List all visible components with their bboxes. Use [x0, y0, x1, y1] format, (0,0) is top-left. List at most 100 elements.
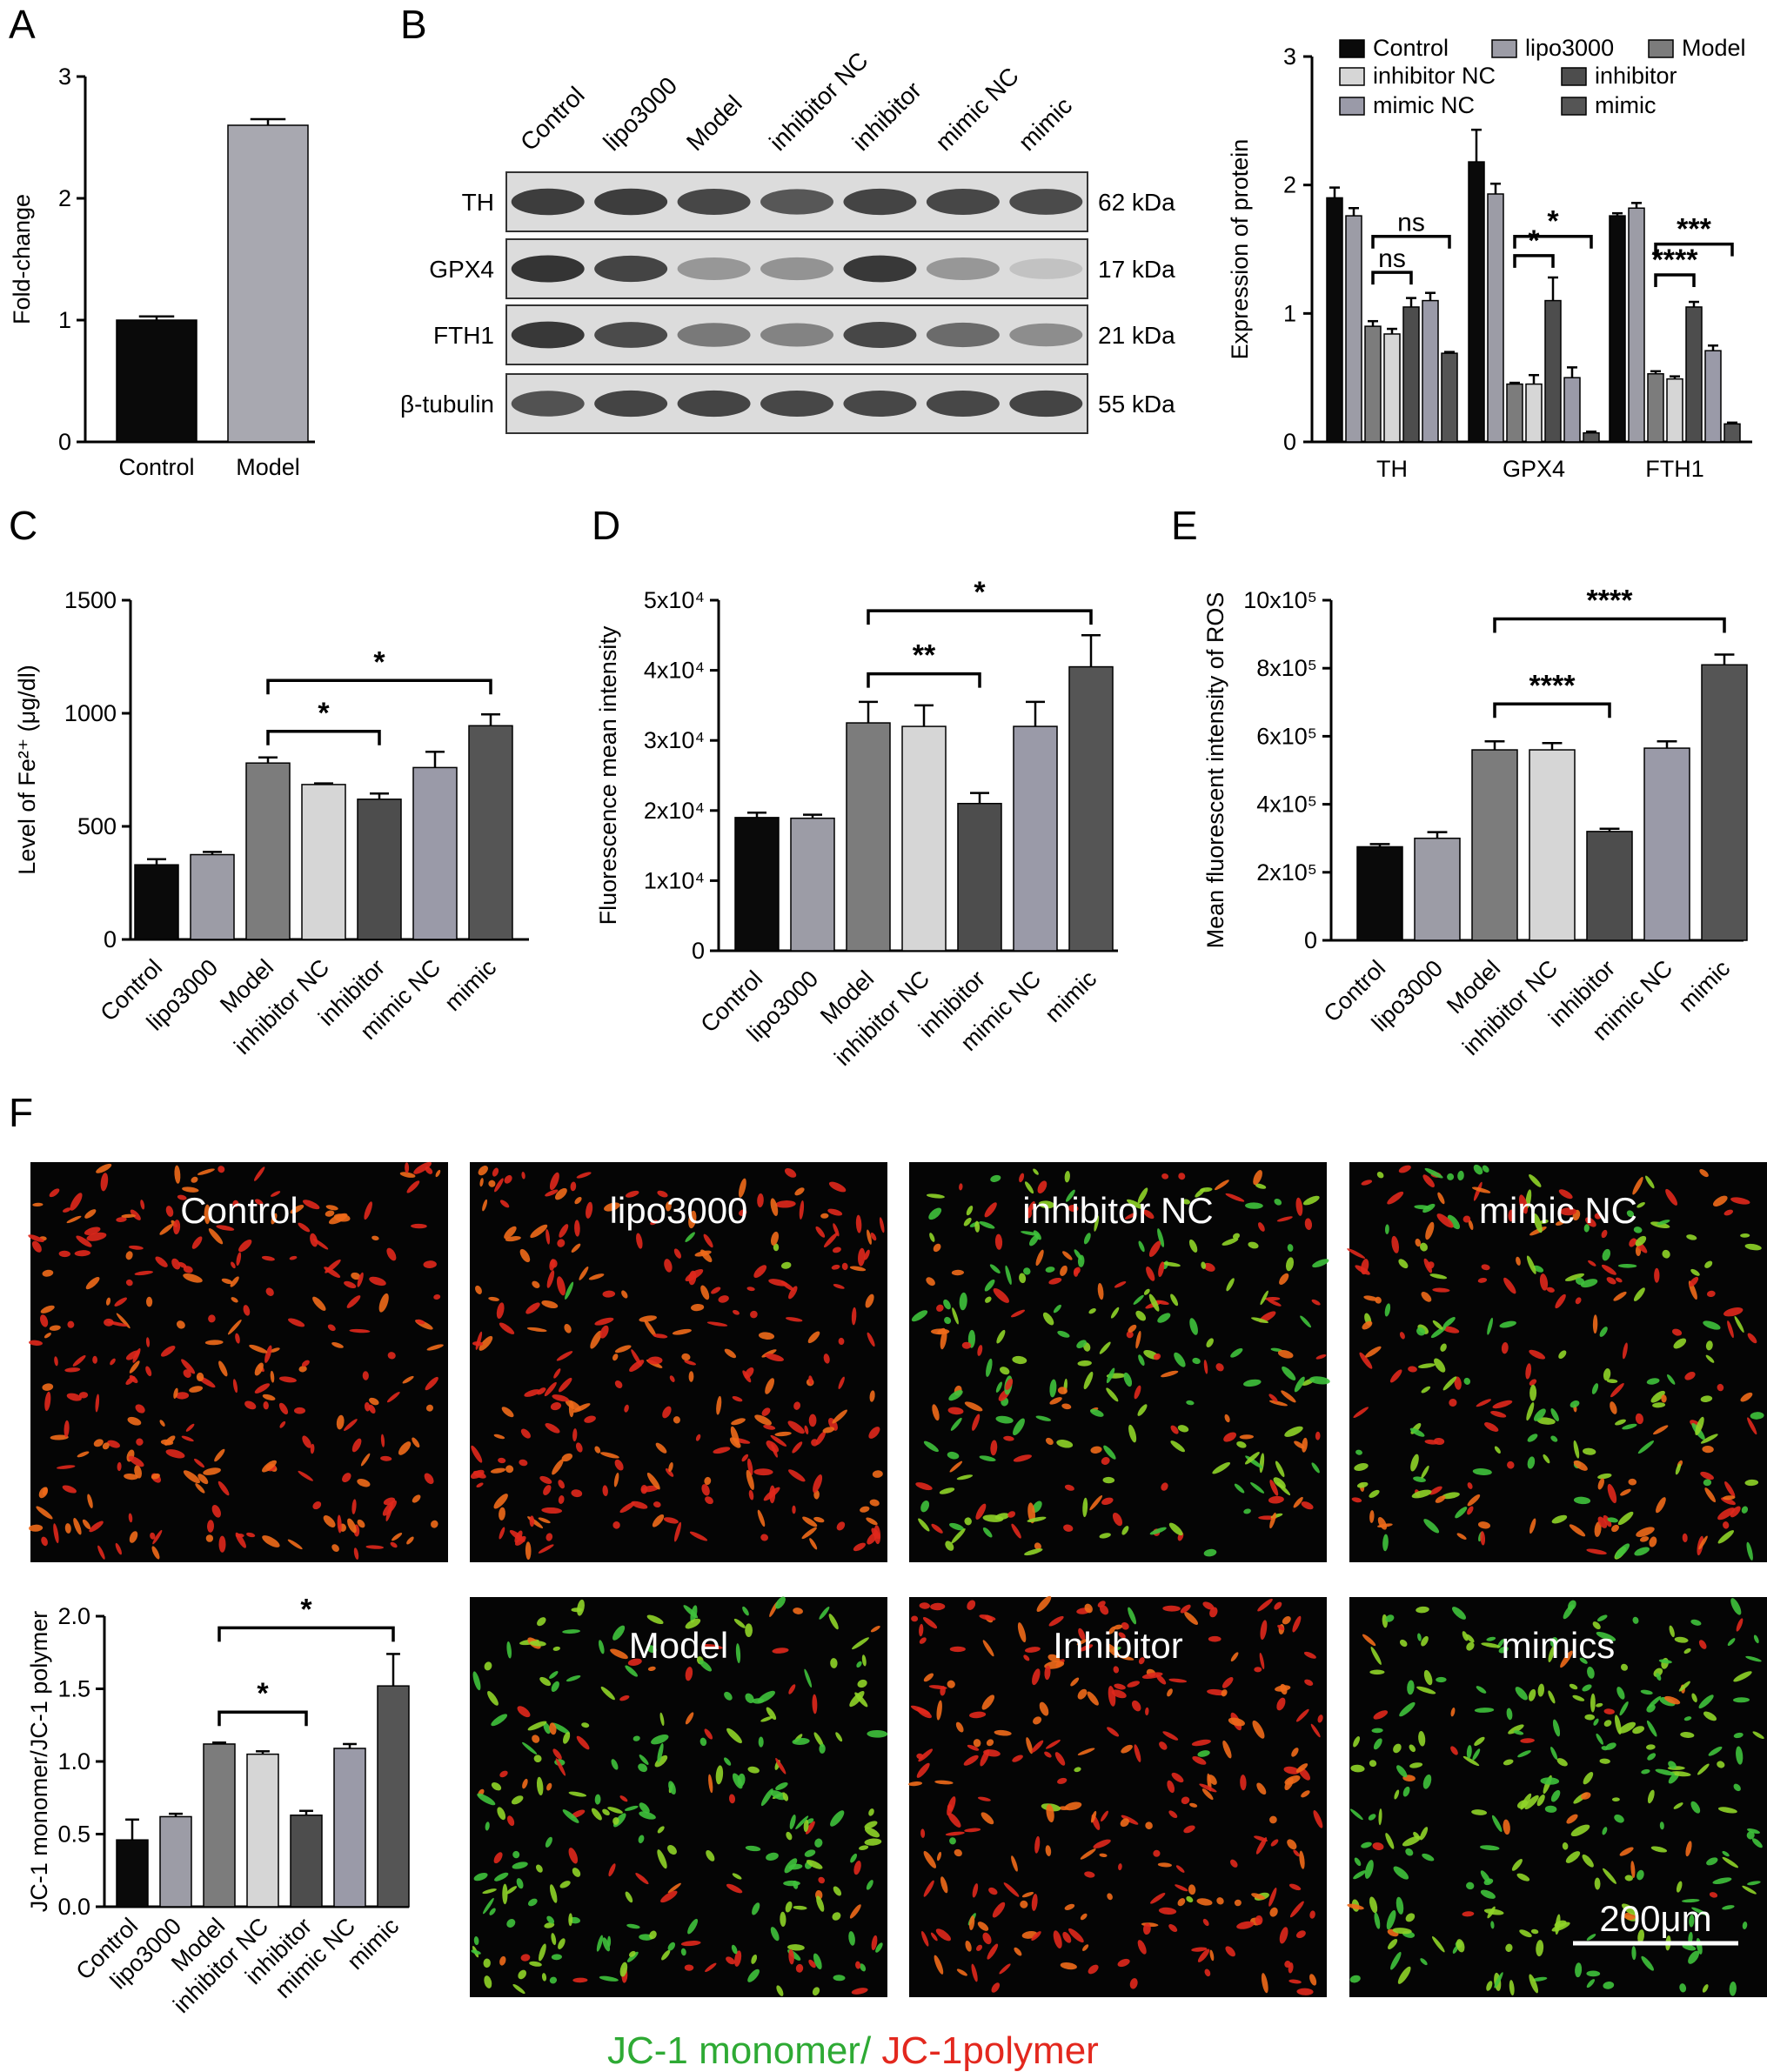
cell: [1548, 1646, 1555, 1663]
cell: [1223, 1432, 1237, 1442]
cell: [977, 1345, 983, 1356]
cell: [1579, 1657, 1588, 1664]
cell: [136, 1438, 144, 1446]
cell: [254, 1166, 265, 1181]
cell: [32, 1202, 44, 1207]
cell: [1442, 1376, 1457, 1391]
cell: [685, 1712, 694, 1725]
cell: [1287, 1839, 1297, 1850]
cell: [1099, 1853, 1108, 1857]
blot-band: [760, 391, 833, 417]
cell: [1299, 1850, 1305, 1869]
cell: [1409, 1744, 1416, 1753]
cell: [1296, 1988, 1314, 1995]
cell: [1186, 1895, 1194, 1903]
cell: [1230, 1859, 1238, 1868]
cell: [527, 1721, 547, 1731]
cell: [916, 1753, 924, 1760]
cell: [263, 1401, 269, 1410]
cell: [1260, 1290, 1268, 1306]
bar-inhibitor: [957, 802, 1002, 952]
cell: [1508, 1209, 1515, 1222]
cell: [923, 1850, 937, 1868]
cell: [278, 1376, 297, 1383]
cell: [936, 1304, 944, 1312]
cell: [1546, 1287, 1555, 1293]
cell: [1530, 1928, 1539, 1935]
cell: [599, 1975, 619, 1982]
cell: [208, 1227, 224, 1245]
cell: [1442, 1317, 1456, 1327]
x-tick-label: mimic: [1040, 966, 1101, 1027]
legend-label: mimic: [1595, 92, 1656, 118]
cell: [494, 1178, 504, 1193]
cell: [1133, 1294, 1144, 1305]
cell: [1032, 1668, 1041, 1686]
cell: [1183, 1825, 1195, 1834]
cell: [1425, 1221, 1435, 1240]
cell: [551, 1681, 559, 1692]
cell: [1288, 1979, 1302, 1984]
cell: [566, 1675, 581, 1682]
cell: [1180, 1604, 1191, 1614]
cell: [1593, 1718, 1599, 1726]
cell: [867, 1332, 875, 1347]
cell: [792, 1505, 796, 1514]
cell: [1700, 1434, 1718, 1444]
cell: [1573, 1440, 1580, 1459]
cell: [1024, 1181, 1034, 1194]
cell: [1529, 1518, 1536, 1534]
cell: [155, 1256, 168, 1267]
cell: [1747, 1828, 1760, 1834]
cell: [204, 1340, 224, 1346]
cell: [536, 1776, 544, 1796]
cell: [685, 1618, 701, 1629]
cell: [1670, 1771, 1691, 1777]
cell: [425, 1166, 433, 1174]
cell: [183, 1266, 193, 1273]
cell: [221, 1278, 233, 1285]
legend-label: inhibitor: [1595, 63, 1677, 89]
cell: [1746, 1541, 1753, 1561]
x-tick-label: mimic: [439, 954, 501, 1016]
cell: [1225, 1946, 1235, 1957]
cell: [549, 1976, 558, 1984]
cell: [939, 1487, 955, 1494]
cell: [947, 1407, 964, 1415]
cell: [1060, 1962, 1077, 1970]
cell: [1377, 1517, 1387, 1530]
cell: [288, 1318, 305, 1327]
cell: [747, 1766, 760, 1774]
cell: [985, 1296, 992, 1303]
cell: [812, 1694, 818, 1714]
bar-mimic: [1441, 352, 1458, 443]
cell: [1064, 1484, 1074, 1491]
cell: [246, 1532, 256, 1538]
cell: [1255, 1183, 1267, 1189]
cell: [1636, 1202, 1645, 1208]
cell: [1605, 1742, 1616, 1750]
bar-control: [1468, 161, 1485, 443]
cell: [793, 1401, 801, 1410]
cell: [1505, 1943, 1513, 1952]
cell: [854, 1692, 868, 1708]
cell: [1626, 1210, 1634, 1218]
cell: [1529, 1349, 1546, 1360]
cell: [1442, 1326, 1460, 1333]
cell: [657, 1742, 664, 1763]
y-tick-label: 0: [58, 429, 71, 455]
blot-protein-label: FTH1: [433, 322, 494, 349]
chart-d: 01x10⁴2x10⁴3x10⁴4x10⁴5x10⁴Controllipo300…: [595, 576, 1118, 1071]
cell: [1254, 1667, 1262, 1673]
blot-band: [926, 322, 1000, 348]
cell: [1631, 1946, 1636, 1961]
cell: [1362, 1320, 1373, 1330]
cell: [934, 1780, 954, 1785]
cell: [1645, 1744, 1656, 1750]
cell: [1689, 1914, 1695, 1928]
cell: [773, 1243, 780, 1252]
cell: [1680, 1732, 1695, 1738]
cell: [944, 1316, 952, 1325]
cell: [776, 1985, 784, 1996]
cell: [704, 1476, 712, 1486]
